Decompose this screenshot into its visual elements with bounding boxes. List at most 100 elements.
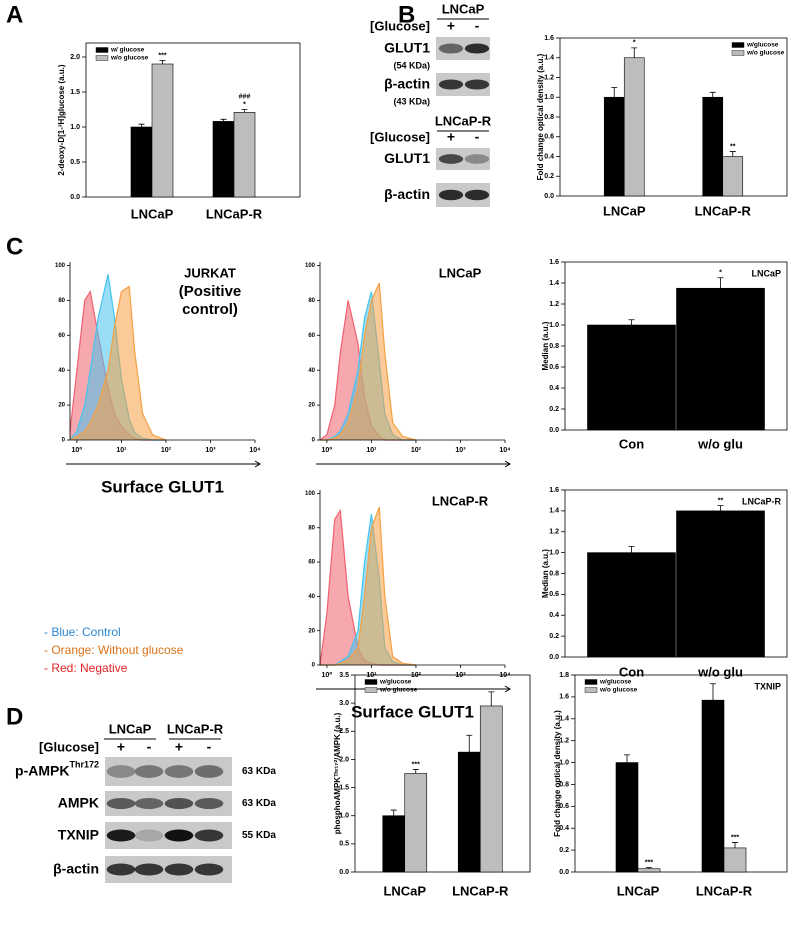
y-tick-label: 1.0 (339, 813, 349, 820)
bar (457, 751, 481, 873)
lane-sign: + (175, 739, 183, 755)
blot-row-label: β-actin (384, 75, 430, 91)
y-tick-label: 0.2 (549, 406, 559, 413)
blot-band (106, 765, 136, 778)
blot-band (134, 829, 164, 842)
y-tick-label: 0.0 (339, 869, 349, 876)
blot-band (438, 43, 464, 54)
axis-arrow (316, 460, 511, 468)
y-tick-label: 100 (55, 263, 66, 269)
bar (587, 552, 676, 658)
bar (637, 868, 661, 873)
legend-swatch (95, 55, 109, 61)
y-tick-label: 100 (305, 263, 316, 269)
legend-label: w/o glucose (110, 55, 149, 62)
blot-band (438, 154, 464, 164)
molecular-weight: (43 KDa) (393, 96, 430, 106)
y-tick-label: 40 (58, 368, 65, 374)
y-tick-label: 40 (308, 368, 315, 374)
significance-label: ** (718, 498, 724, 505)
x-tick-label: 10⁰ (321, 671, 332, 679)
error-bar (628, 545, 635, 553)
blot-band (464, 154, 490, 164)
y-tick-label: 1.2 (559, 738, 569, 745)
error-bar (709, 91, 716, 98)
error-bar (628, 319, 635, 325)
y-tick-label: 0.2 (549, 633, 559, 640)
bar (212, 121, 235, 198)
x-tick-label: 10² (161, 447, 172, 454)
chart-label: LNCaP-R (742, 496, 782, 506)
x-tick-label: w/o glu (697, 436, 743, 451)
y-tick-label: 0.4 (549, 385, 559, 392)
error-bar (611, 86, 618, 98)
legend-swatch (364, 679, 378, 685)
lane-sign: - (475, 18, 480, 34)
row-label-superscript: Thr172 (69, 760, 99, 770)
y-tick-label: 20 (308, 628, 315, 634)
y-tick-label: 0.8 (549, 343, 559, 350)
legend-label: w/o glucose (379, 687, 418, 694)
legend-label: w/o glucose (599, 687, 638, 694)
x-tick-label: LNCaP-R (452, 883, 509, 898)
x-tick-label: Con (619, 664, 644, 679)
lane-sign: + (117, 739, 125, 755)
bar (587, 324, 676, 431)
y-tick-label: 0.0 (549, 654, 559, 661)
y-tick-label: 1.0 (549, 322, 559, 329)
error-bar (159, 60, 166, 64)
chart-title: LNCaP-R (432, 493, 489, 508)
blot-band (134, 765, 164, 778)
legend-swatch (364, 687, 378, 693)
significance-label: *** (412, 761, 420, 768)
blot-band (134, 863, 164, 876)
y-tick-label: 3.5 (339, 672, 349, 679)
blot-condition: [Glucose] (39, 739, 99, 754)
y-tick-label: 1.0 (70, 124, 80, 131)
bar (479, 705, 503, 873)
y-tick-label: 100 (305, 491, 316, 497)
blot-row-label: GLUT1 (384, 150, 430, 166)
significance-label: *** (645, 859, 653, 866)
error-bar (241, 109, 248, 113)
bar (382, 815, 406, 873)
blot-row-label: AMPK (58, 794, 99, 810)
axis-arrow (316, 685, 511, 693)
legend-label: w/glucose (379, 679, 412, 686)
y-tick-label: 0.8 (549, 570, 559, 577)
y-tick-label: 1.4 (549, 508, 559, 515)
lane-sign: - (147, 739, 152, 755)
blot-band (134, 798, 164, 809)
x-tick-label: LNCaP-R (206, 206, 263, 221)
x-tick-label: LNCaP (383, 883, 426, 898)
histogram-line (320, 282, 417, 441)
blot-header: LNCaP (109, 721, 152, 736)
error-bar (466, 734, 473, 753)
legend-label: w/o glucose (746, 50, 785, 57)
bar (701, 699, 725, 873)
legend-swatch (95, 47, 109, 53)
blot-band (164, 829, 194, 842)
y-tick-label: 1.5 (339, 784, 349, 791)
row-label: TXNIP (58, 826, 99, 842)
error-bar (717, 277, 724, 289)
y-axis-label: Fold change optical density (a.u.) (536, 53, 545, 180)
y-tick-label: 0 (312, 438, 316, 444)
y-tick-label: 0.6 (559, 803, 569, 810)
error-bar (412, 769, 419, 774)
lane-sign: - (475, 129, 480, 145)
bar (623, 57, 645, 197)
legend-swatch (731, 42, 745, 48)
axis-arrow (66, 460, 261, 468)
error-bar (631, 47, 638, 58)
y-tick-label: 0.6 (544, 134, 554, 141)
bar (722, 156, 744, 197)
histogram-fill (320, 282, 416, 440)
blot-row-label: β-actin (384, 186, 430, 202)
panel-letter: B (398, 1, 415, 28)
y-tick-label: 20 (308, 403, 315, 409)
error-bar (710, 683, 716, 701)
y-tick-label: 1.2 (549, 301, 559, 308)
error-bar (220, 118, 227, 122)
